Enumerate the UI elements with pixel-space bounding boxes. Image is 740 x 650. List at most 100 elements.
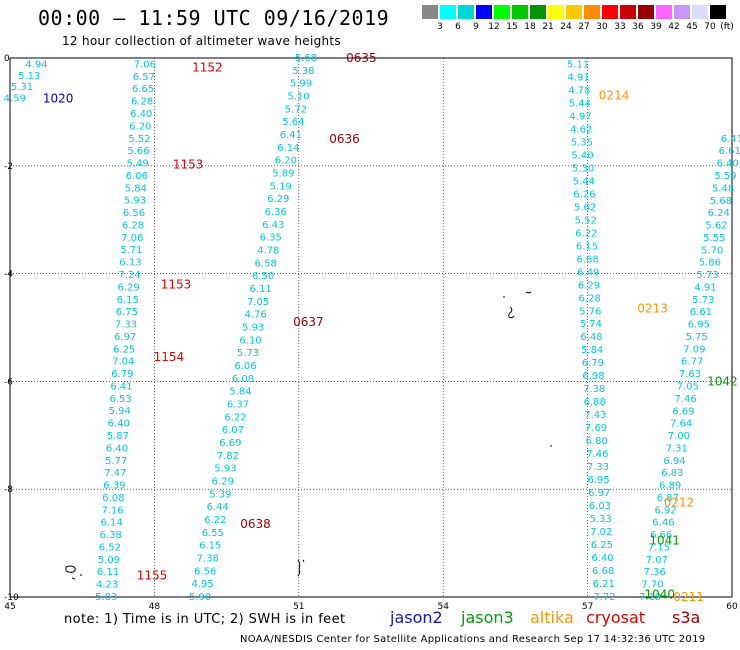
wave-height-label: 4.76 [244,310,266,321]
wave-height-label: 5.93 [242,323,264,334]
pass-time-label: 1040 [645,587,676,601]
wave-height-label: 6.21 [593,579,615,590]
wave-height-label: 5.35 [571,137,593,148]
wave-height-label: 6.22 [224,412,246,423]
legend-swatch [458,5,474,19]
wave-height-label: 5.71 [120,245,142,256]
wave-height-label: 6.92 [655,505,677,516]
wave-height-label: 6.89 [659,481,681,492]
wave-height-label: 4.59 [4,93,26,104]
wave-height-label: 6.46 [652,518,674,529]
wave-height-label: 7.46 [586,449,608,460]
pass-time-label: 0211 [673,590,704,604]
wave-height-label: 6.94 [663,456,685,467]
wave-height-label: 7.69 [585,423,607,434]
wave-height-label: 6.24 [708,208,730,219]
wave-height-label: 4.94 [25,59,47,70]
legend-unit: (ft) [720,22,734,32]
satellite-altika: altika [530,608,574,627]
pass-time-label: 0638 [240,517,271,531]
wave-height-label: 6.39 [103,481,125,492]
lon-tick-label: 51 [293,602,304,612]
wave-height-label: 7.36 [643,567,665,578]
pass-time-label: 1153 [161,277,192,291]
wave-height-label: 6.14 [101,518,123,529]
wave-height-label: 5.19 [270,181,292,192]
legend-label: 24 [560,22,572,32]
island-west [65,565,82,580]
track-s3a: 5.68 5.38 5.99 5.105.72 5.64 6.41 6.14 6.20 5.89… [189,53,317,603]
legend-swatch [440,5,456,19]
wave-height-label: 6.03 [589,501,611,512]
lon-tick-label: 48 [149,602,161,612]
wave-height-label: 4.95 [192,579,214,590]
legend-label: 6 [455,22,461,32]
lon-tick-label: 54 [437,602,449,612]
wave-height-label: 7.15 [648,542,670,553]
wave-height-label: 7.05 [677,381,699,392]
legend-label: 15 [506,22,518,32]
pass-time-label: 0214 [599,89,630,103]
legend-swatch [602,5,618,19]
wave-height-label: 6.13 [119,258,141,269]
wave-height-label: 5.13 [18,71,40,82]
wave-height-label: 6.15 [576,241,598,252]
wave-height-label: 5.76 [579,306,601,317]
wave-height-label: 5.93 [214,464,236,475]
wave-height-label: 4.91 [567,72,589,83]
island-central [297,559,305,577]
wave-height-label: 6.11 [250,284,272,295]
pass-time-label: 1153 [173,158,204,172]
legend-swatch [566,5,582,19]
wave-height-label: 5.83 [95,592,117,603]
legend-label: 39 [650,22,662,32]
wave-height-label: 7.09 [683,344,705,355]
wave-height-label: 6.29 [578,280,600,291]
wave-height-label: 6.22 [575,228,597,239]
legend-label: 42 [668,22,680,32]
legend-swatch [710,5,726,19]
axis-tick-labels: 45 48 51 54 57 60 0 -2 -4 -6 -8 -10 [4,54,738,612]
wave-height-label: 5.62 [574,202,596,213]
wave-height-label: 6.38 [100,530,122,541]
wave-height-label: 6.83 [661,468,683,479]
wave-height-label: 6.87 [657,493,679,504]
legend-label: 12 [488,22,500,32]
wave-height-label: 4.91 [694,282,716,293]
wave-height-label: 6.61 [719,146,740,157]
wave-height-label: 7.47 [104,468,126,479]
wave-height-label: 7.46 [674,394,696,405]
wave-height-label: 6.25 [591,540,613,551]
wave-height-label: 5.52 [128,134,150,145]
wave-height-label: 5.39 [209,489,231,500]
wave-height-label: 6.08 [232,374,254,385]
wave-height-label: 6.26 [573,189,595,200]
wave-height-label: 6.66 [650,530,672,541]
satellite-s3a: s3a [672,608,701,627]
satellite-jason2: jason2 [390,608,443,627]
wave-height-label: 4.97 [569,111,591,122]
wave-height-label: 6.20 [275,156,297,167]
wave-height-label: 6.79 [111,369,133,380]
legend-swatch [692,5,708,19]
wave-height-label: 5.49 [126,159,148,170]
lat-tick-label: -4 [4,270,13,280]
wave-height-label: 6.28 [131,97,153,108]
wave-height-label: 6.29 [118,282,140,293]
wave-height-label: 7.72 [593,592,615,603]
wave-height-label: 6.50 [252,271,274,282]
wave-height-label: 6.69 [219,438,241,449]
wave-height-label: 4.62 [570,124,592,135]
wave-height-label: 6.79 [582,358,604,369]
wave-height-label: 6.41 [280,130,302,141]
lat-tick-label: -10 [4,593,19,603]
wave-height-label: 7.38 [197,554,219,565]
wave-height-label: 5.89 [272,169,294,180]
wave-height-label: 6.75 [116,307,138,318]
pass-time-label: 1152 [192,61,223,75]
wave-height-label: 5.59 [714,171,736,182]
wave-height-label: 7.64 [670,419,692,430]
legend-swatch [548,5,564,19]
wave-height-label: 6.55 [202,528,224,539]
satellite-jason3: jason3 [461,608,514,627]
